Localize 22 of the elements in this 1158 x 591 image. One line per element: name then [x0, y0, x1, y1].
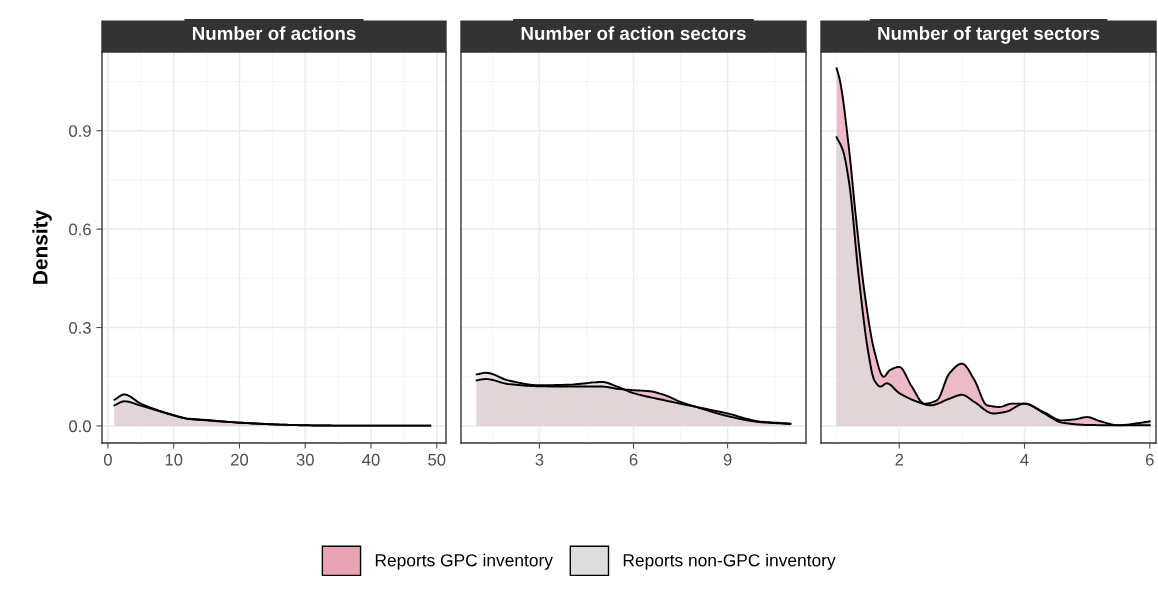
y-tick-label: 0.0 [69, 420, 91, 433]
x-tick-label: 4 [1020, 454, 1029, 466]
x-tick-label: 50 [428, 453, 446, 466]
chart-title: Number of target sectors [878, 26, 1100, 44]
x-tick-label: 30 [296, 453, 314, 466]
x-tick-label: 9 [723, 453, 732, 466]
x-tick-label: 6 [1145, 453, 1154, 466]
x-tick-label: 6 [629, 453, 638, 466]
x-tick-label: 0 [103, 453, 112, 466]
y-tick-label: 0.6 [69, 223, 91, 236]
y-tick-label: 0.3 [69, 321, 91, 334]
legend-label: Reports non-GPC inventory [623, 553, 836, 570]
chart-title: Number of actions [192, 26, 356, 41]
y-tick-label: 0.9 [69, 125, 91, 137]
x-tick-label: 40 [362, 453, 380, 466]
y-axis-title: Density [32, 209, 52, 284]
x-tick-label: 20 [231, 453, 249, 466]
legend-label: Reports GPC inventory [375, 553, 553, 570]
chart-title: Number of action sectors [521, 26, 746, 41]
x-tick-label: 3 [535, 453, 544, 466]
x-tick-label: 2 [895, 453, 904, 466]
x-tick-label: 10 [165, 453, 183, 466]
